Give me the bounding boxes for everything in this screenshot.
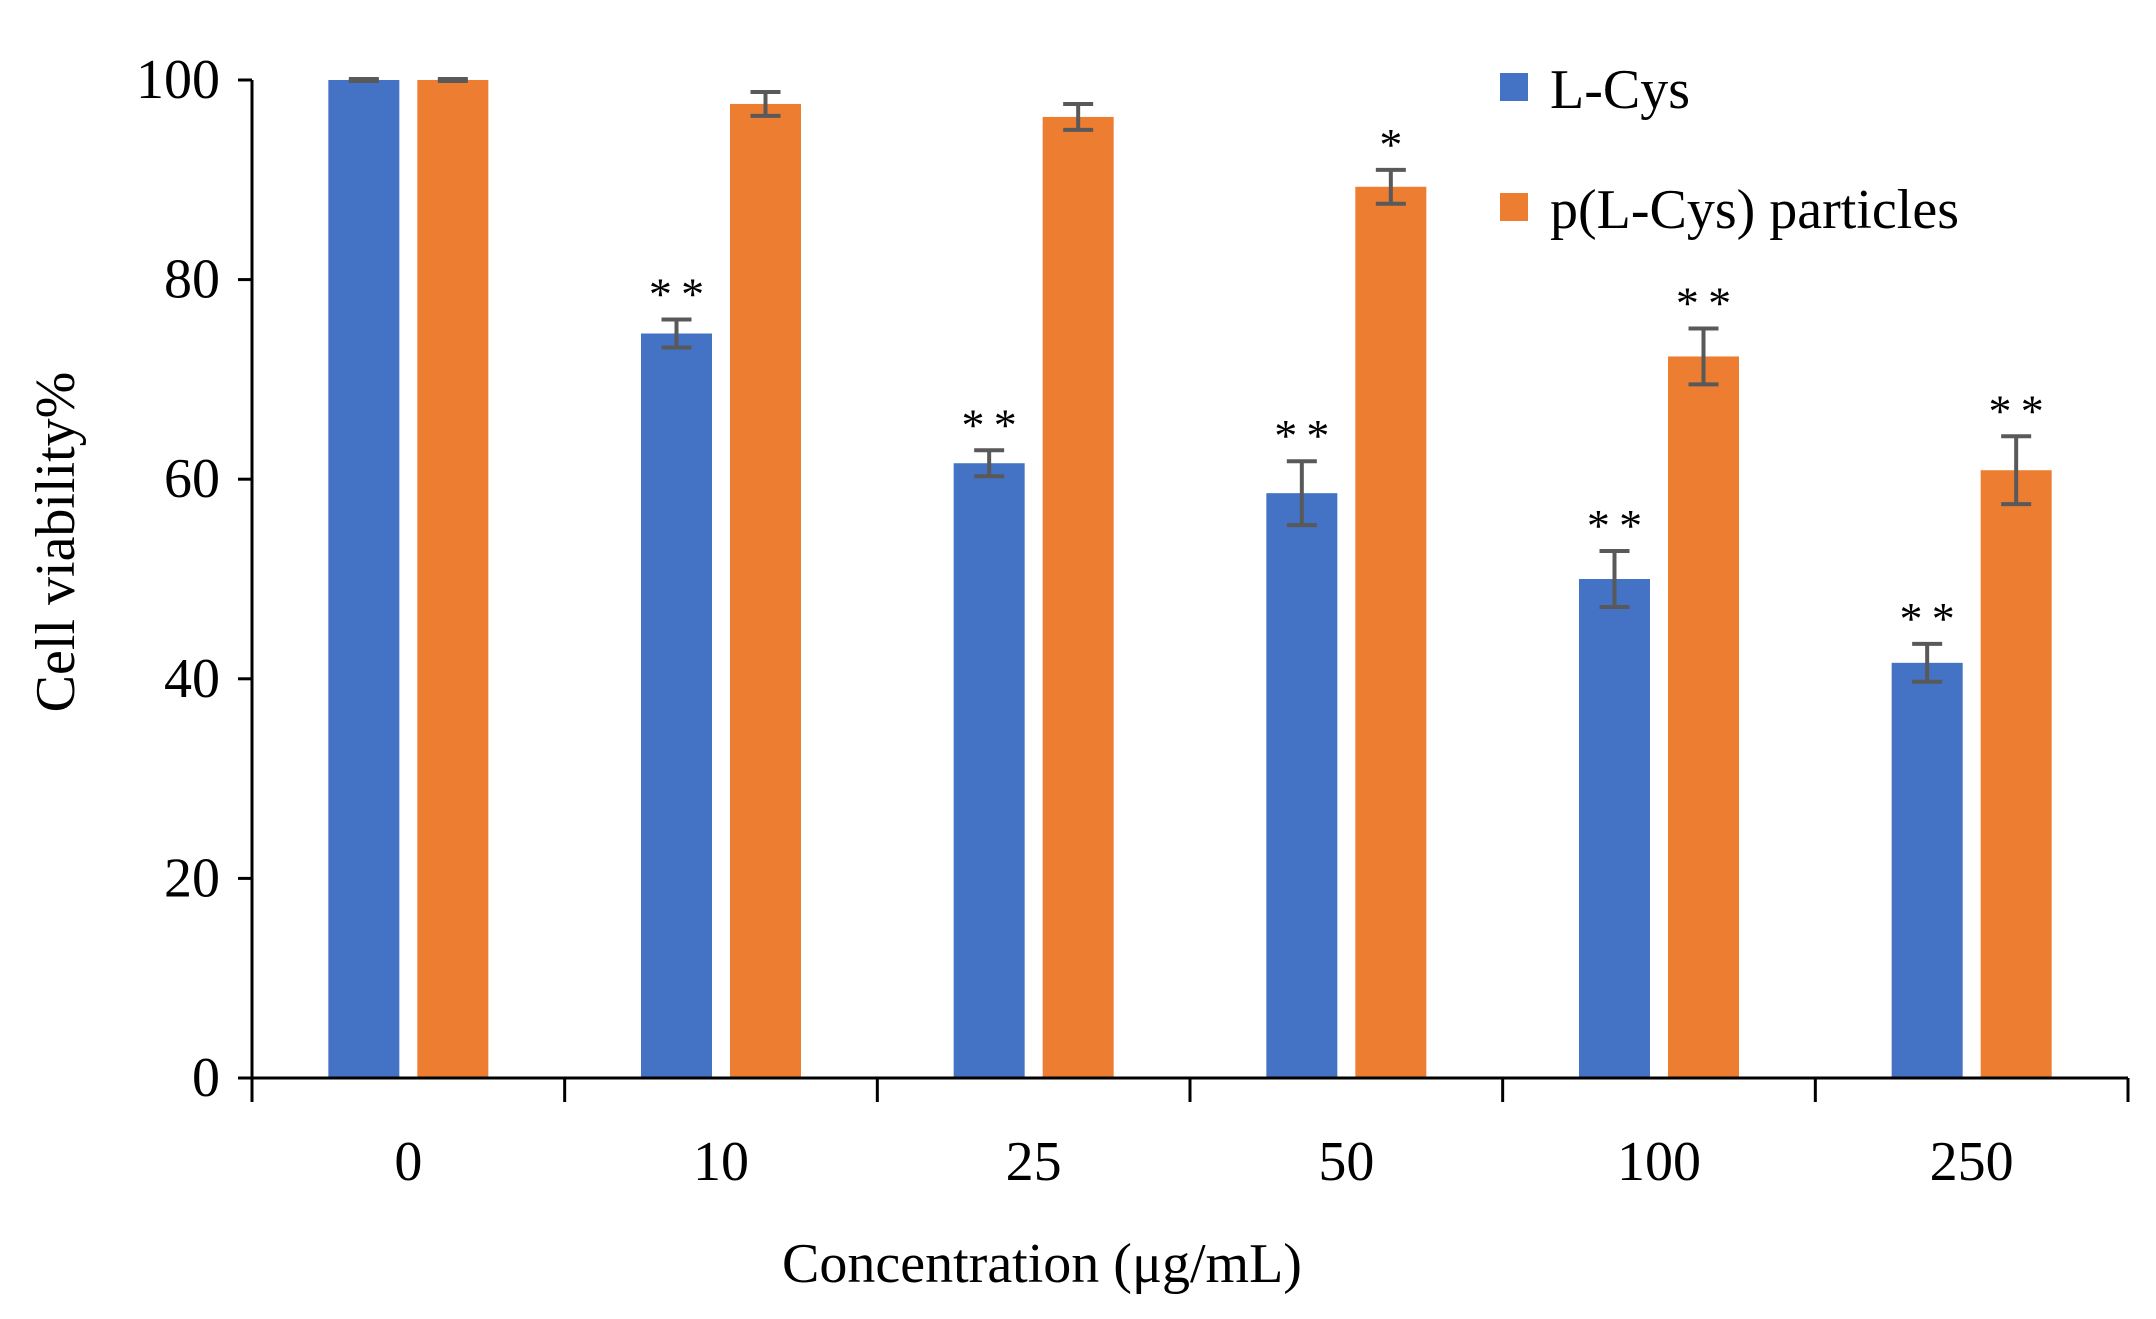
- error-bar-p-l-cys-particles-100: [1688, 326, 1719, 387]
- error-bar-p-l-cys-particles-25: [1063, 101, 1094, 132]
- bar-l-cys-250: [1891, 662, 1963, 1078]
- bar-p-l-cys-particles-250: [1980, 470, 2052, 1078]
- y-tick-label-20: 20: [164, 847, 220, 909]
- significance-p-l-cys-particles-50: *: [1379, 119, 1402, 170]
- legend-swatch-p-l-cys-particles: [1500, 193, 1528, 221]
- bar-p-l-cys-particles-10: [730, 103, 801, 1078]
- error-bars-layer: [348, 77, 2032, 684]
- significance-l-cys-250: * *: [1900, 593, 1955, 644]
- y-tick-label-100: 100: [136, 49, 220, 111]
- x-tick-label-25: 25: [1006, 1131, 1062, 1193]
- legend-label-l-cys: L-Cys: [1550, 59, 1690, 121]
- error-bar-p-l-cys-particles-10: [750, 89, 781, 118]
- error-bar-p-l-cys-particles-50: [1375, 167, 1406, 206]
- error-bar-l-cys-25: [974, 448, 1005, 479]
- tick-labels-layer: 0 20 40 60 80 100 0 10 25 50 100 250: [136, 49, 2014, 1193]
- y-axis-title: Cell viability%: [25, 372, 87, 713]
- error-bar-p-l-cys-particles-0: [437, 77, 468, 83]
- bar-l-cys-0: [328, 80, 400, 1078]
- bar-l-cys-25: [953, 463, 1025, 1078]
- x-tick-label-10: 10: [693, 1131, 749, 1193]
- bar-l-cys-10: [641, 333, 712, 1078]
- bar-p-l-cys-particles-25: [1042, 116, 1114, 1078]
- legend: L-Cys p(L-Cys) particles: [1500, 59, 1959, 241]
- bar-p-l-cys-particles-0: [417, 80, 489, 1078]
- error-bar-p-l-cys-particles-250: [2001, 434, 2032, 507]
- bar-l-cys-50: [1266, 493, 1338, 1078]
- y-tick-label-80: 80: [164, 249, 220, 311]
- x-axis-title: Concentration (μg/mL): [782, 1233, 1302, 1295]
- y-tick-label-40: 40: [164, 648, 220, 710]
- error-bar-l-cys-100: [1599, 549, 1630, 609]
- bars-layer: [328, 80, 2052, 1078]
- significance-l-cys-25: * *: [962, 399, 1017, 450]
- y-tick-label-0: 0: [192, 1047, 220, 1109]
- legend-swatch-l-cys: [1500, 73, 1528, 101]
- significance-l-cys-100: * *: [1587, 500, 1642, 551]
- significance-l-cys-50: * *: [1274, 410, 1329, 461]
- x-tick-label-0: 0: [394, 1131, 422, 1193]
- x-tick-label-250: 250: [1930, 1131, 2014, 1193]
- bar-p-l-cys-particles-50: [1355, 186, 1427, 1078]
- bar-p-l-cys-particles-100: [1668, 356, 1739, 1078]
- x-tick-label-50: 50: [1318, 1131, 1374, 1193]
- x-tick-label-100: 100: [1617, 1131, 1701, 1193]
- significance-l-cys-10: * *: [649, 269, 704, 320]
- error-bar-l-cys-50: [1286, 459, 1317, 528]
- y-tick-label-60: 60: [164, 448, 220, 510]
- significance-p-l-cys-particles-250: * *: [1989, 385, 2044, 436]
- bar-l-cys-100: [1579, 579, 1650, 1078]
- axes-layer: [238, 78, 2130, 1102]
- error-bar-l-cys-0: [348, 77, 379, 83]
- legend-label-p-l-cys-particles: p(L-Cys) particles: [1550, 179, 1959, 241]
- significance-layer: * * * * * * * * * * * * * * *: [649, 119, 2044, 644]
- error-bar-l-cys-250: [1912, 641, 1943, 684]
- significance-p-l-cys-particles-100: * *: [1676, 278, 1731, 329]
- error-bar-l-cys-10: [661, 317, 692, 350]
